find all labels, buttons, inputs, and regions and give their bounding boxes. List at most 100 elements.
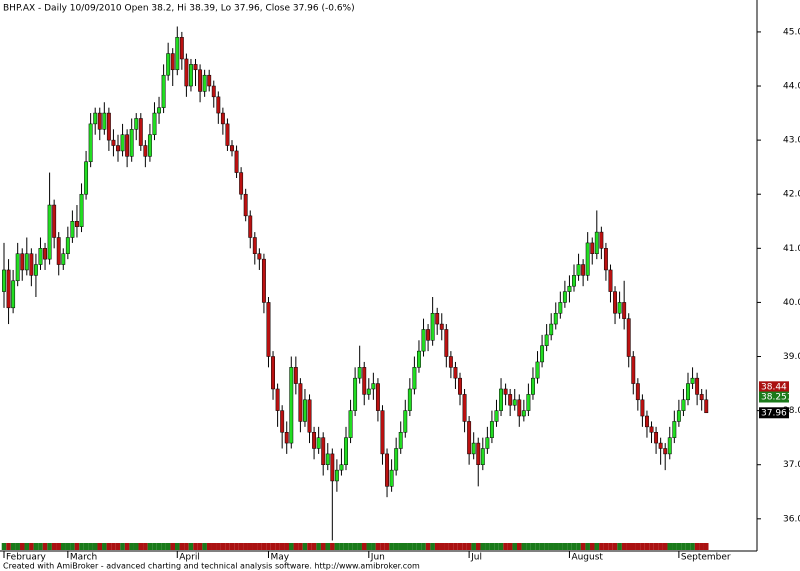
candle-body xyxy=(686,383,690,401)
candle-body xyxy=(572,275,576,287)
candle-body xyxy=(325,453,330,465)
trend-strip xyxy=(334,543,340,550)
candle-body xyxy=(430,312,435,341)
trend-strip xyxy=(548,543,554,550)
candle-body xyxy=(120,134,125,152)
trend-strip xyxy=(138,543,144,550)
y-tick-label: 41.0 xyxy=(783,244,800,254)
chart-title: BHP.AX - Daily 10/09/2010 Open 38.2, Hi … xyxy=(3,4,355,14)
candle-body xyxy=(289,367,294,444)
candle-body xyxy=(426,329,431,341)
trend-strip xyxy=(302,543,308,550)
trend-strip xyxy=(403,543,408,550)
candle-body xyxy=(348,410,353,438)
trend-strip xyxy=(188,543,194,550)
candle-body xyxy=(175,37,180,71)
candle-body xyxy=(462,394,467,422)
trend-strip xyxy=(170,543,175,550)
trend-strip xyxy=(179,543,185,550)
candle-body xyxy=(385,453,389,487)
trend-strip xyxy=(366,543,372,550)
candle-body xyxy=(622,302,627,319)
candle-body xyxy=(298,383,303,422)
trend-strip xyxy=(352,543,358,550)
candle-body xyxy=(417,350,421,368)
trend-strip xyxy=(412,543,417,550)
candle-body xyxy=(494,410,499,422)
candle-body xyxy=(617,302,622,314)
trend-strip xyxy=(434,543,440,550)
candle-body xyxy=(170,53,175,71)
trend-strip xyxy=(530,543,536,550)
candle-body xyxy=(52,204,57,238)
trend-strip xyxy=(124,543,130,550)
candle-body xyxy=(143,145,148,157)
trend-strip xyxy=(512,543,517,550)
trend-strip xyxy=(475,543,481,550)
candle-body xyxy=(184,58,189,87)
trend-strip xyxy=(348,543,353,550)
candle-body xyxy=(362,367,367,395)
trend-strip xyxy=(480,543,486,550)
trend-strip xyxy=(147,543,153,550)
trend-strip xyxy=(343,543,349,550)
x-tick-label: August xyxy=(571,553,603,563)
candle-body xyxy=(266,302,271,357)
trend-strip xyxy=(562,543,568,550)
candle-body xyxy=(257,253,262,260)
trend-strip xyxy=(33,543,39,550)
trend-strip xyxy=(129,543,134,550)
trend-strip xyxy=(97,543,103,550)
trend-strip xyxy=(571,543,577,550)
candle-body xyxy=(129,129,134,157)
candle-body xyxy=(2,269,6,292)
candle-body xyxy=(97,112,102,130)
candle-body xyxy=(11,280,16,309)
candle-body xyxy=(252,237,257,254)
trend-strip xyxy=(29,543,34,550)
trend-strip xyxy=(662,543,668,550)
candle-body xyxy=(344,437,348,465)
candle-body xyxy=(330,453,335,482)
trend-strip xyxy=(389,543,394,550)
trend-strip xyxy=(252,543,258,550)
trend-strip xyxy=(690,543,695,550)
trend-strip xyxy=(699,543,704,550)
candle-body xyxy=(631,356,636,384)
candle-body xyxy=(79,193,84,227)
candle-body xyxy=(303,399,307,422)
trend-strip xyxy=(225,543,230,550)
candle-body xyxy=(65,237,70,254)
trend-strip xyxy=(216,543,221,550)
trend-strip xyxy=(65,543,71,550)
trend-strip xyxy=(24,543,30,550)
trend-strip xyxy=(202,543,207,550)
trend-strip xyxy=(15,543,20,550)
candle-body xyxy=(526,394,531,411)
candle-body xyxy=(106,112,111,141)
candle-body xyxy=(531,377,535,395)
candle-body xyxy=(658,442,663,449)
candle-body xyxy=(312,432,317,449)
candle-body xyxy=(15,253,20,282)
trend-strip xyxy=(425,543,431,550)
candle-body xyxy=(403,410,408,433)
y-tick-label: 37.0 xyxy=(783,460,800,470)
trend-strip xyxy=(526,543,531,550)
trend-strip xyxy=(42,543,48,550)
candle-body xyxy=(316,437,321,449)
candle-body xyxy=(47,204,52,260)
trend-strip xyxy=(51,543,57,550)
trend-strip xyxy=(120,543,125,550)
trend-strip xyxy=(599,543,604,550)
trend-strip xyxy=(266,543,271,550)
candle-body xyxy=(6,269,11,309)
trend-strip xyxy=(74,543,80,550)
trend-strip xyxy=(243,543,248,550)
candle-body xyxy=(594,231,599,254)
price-label-box xyxy=(759,391,789,403)
candle-body xyxy=(234,150,239,173)
trend-strip xyxy=(133,543,139,550)
candle-body xyxy=(339,464,344,471)
candle-body xyxy=(334,469,339,482)
